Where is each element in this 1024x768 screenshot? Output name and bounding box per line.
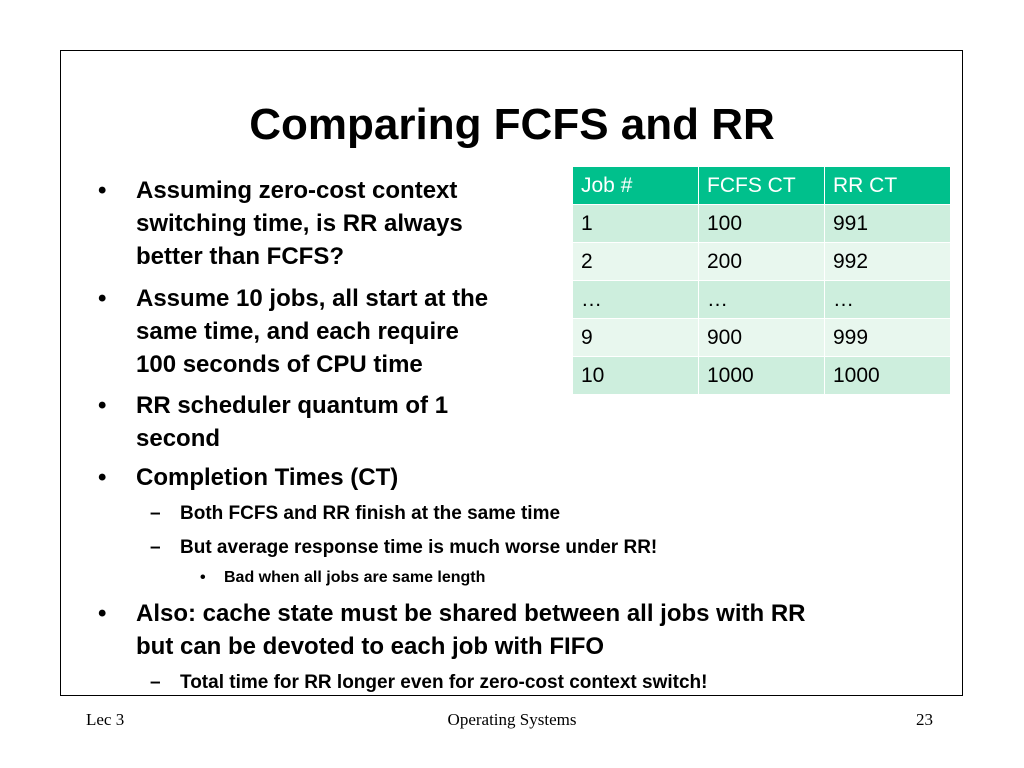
table-row: 10 1000 1000 [572, 356, 951, 395]
sub-bullet-3: – Total time for RR longer even for zero… [150, 671, 708, 695]
table-header-row: Job # FCFS CT RR CT [572, 166, 951, 205]
bullet-2-line-2: same time, and each require [136, 318, 459, 345]
table-cell: 900 [698, 318, 825, 357]
bullet-2-line-3: 100 seconds of CPU time [136, 351, 423, 378]
bullet-2: • Assume 10 jobs, all start at the same … [98, 282, 489, 381]
bullet-1-line-2: switching time, is RR always [136, 210, 463, 237]
bullet-1: • Assuming zero-cost context switching t… [98, 174, 463, 273]
sub-sub-bullet-text: Bad when all jobs are same length [224, 569, 486, 586]
bullet-5-line-2: but can be devoted to each job with FIFO [136, 633, 605, 660]
bullet-marker: • [98, 285, 107, 312]
bullet-marker: • [98, 392, 107, 419]
sub-sub-bullet: • Bad when all jobs are same length [200, 568, 486, 588]
bullet-marker: • [98, 464, 107, 491]
header-job: Job # [572, 166, 699, 205]
footer-course: Operating Systems [447, 710, 577, 729]
table-cell: 999 [824, 318, 951, 357]
bullet-marker: • [98, 600, 107, 627]
dash-marker: – [150, 672, 161, 693]
table-row: 2 200 992 [572, 242, 951, 281]
sub-bullet-3-text: Total time for RR longer even for zero-c… [180, 672, 708, 693]
slide-title: Comparing FCFS and RR [249, 100, 775, 149]
table-cell: 100 [698, 204, 825, 243]
sub-bullet-1: – Both FCFS and RR finish at the same ti… [150, 502, 561, 526]
bullet-1-line-1: Assuming zero-cost context [136, 177, 458, 204]
table-row: 9 900 999 [572, 318, 951, 357]
slide-frame [60, 50, 963, 696]
bullet-3-line-1: RR scheduler quantum of 1 [136, 392, 449, 419]
bullet-1-line-3: better than FCFS? [136, 243, 344, 270]
completion-times-table: Job # FCFS CT RR CT 1 100 991 2 200 992 … [572, 166, 951, 395]
table-cell: 1000 [824, 356, 951, 395]
bullet-3-line-2: second [136, 425, 221, 452]
small-bullet-marker: • [200, 569, 206, 586]
header-rr-ct: RR CT [824, 166, 951, 205]
table-cell: 200 [698, 242, 825, 281]
bullet-5: • Also: cache state must be shared betwe… [98, 597, 806, 663]
dash-marker: – [150, 503, 161, 524]
bullet-5-line-1: Also: cache state must be shared between… [136, 600, 806, 627]
sub-bullet-2: – But average response time is much wors… [150, 536, 658, 560]
bullet-4-line-1: Completion Times (CT) [136, 464, 399, 491]
bullet-4: • Completion Times (CT) [98, 461, 399, 494]
bullet-2-line-1: Assume 10 jobs, all start at the [136, 285, 489, 312]
footer-lecture: Lec 3 [86, 710, 125, 729]
footer-page-number: 23 [916, 710, 933, 729]
table-cell: … [572, 280, 699, 319]
bullet-marker: • [98, 177, 107, 204]
table-cell: 1000 [698, 356, 825, 395]
table-row: … … … [572, 280, 951, 319]
table-cell: 1 [572, 204, 699, 243]
sub-bullet-2-text: But average response time is much worse … [180, 537, 658, 558]
table-cell: … [698, 280, 825, 319]
table-cell: … [824, 280, 951, 319]
table-cell: 10 [572, 356, 699, 395]
table-row: 1 100 991 [572, 204, 951, 243]
table-cell: 9 [572, 318, 699, 357]
header-fcfs-ct: FCFS CT [698, 166, 825, 205]
table-cell: 992 [824, 242, 951, 281]
table-cell: 991 [824, 204, 951, 243]
table-cell: 2 [572, 242, 699, 281]
dash-marker: – [150, 537, 161, 558]
bullet-3: • RR scheduler quantum of 1 second [98, 389, 449, 455]
sub-bullet-1-text: Both FCFS and RR finish at the same time [180, 503, 561, 524]
